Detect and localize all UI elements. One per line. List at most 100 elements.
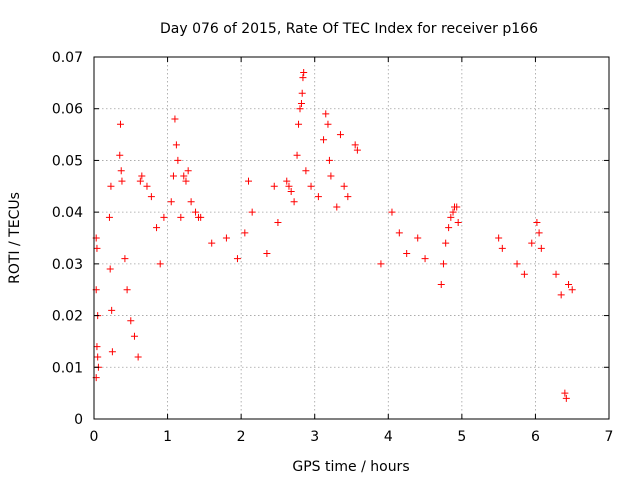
data-point (537, 244, 545, 252)
data-point (298, 89, 306, 97)
data-point (93, 244, 101, 252)
data-point (105, 213, 113, 221)
data-point (118, 177, 126, 185)
data-point (344, 193, 352, 201)
data-point (138, 172, 146, 180)
y-tick-label: 0.03 (52, 257, 83, 273)
data-point (94, 353, 102, 361)
data-point (421, 255, 429, 263)
data-point (568, 286, 576, 294)
data-point (562, 394, 570, 402)
data-point (340, 182, 348, 190)
data-point (233, 255, 241, 263)
data-point (353, 146, 361, 154)
data-point (192, 208, 200, 216)
data-point (167, 198, 175, 206)
x-tick-label: 3 (310, 429, 319, 445)
data-point (171, 115, 179, 123)
data-point (528, 239, 536, 247)
data-point (283, 177, 291, 185)
data-point (177, 213, 185, 221)
x-tick-label: 2 (237, 429, 246, 445)
data-point (241, 229, 249, 237)
data-point (533, 218, 541, 226)
data-point (263, 250, 271, 258)
data-point (197, 213, 205, 221)
data-point (248, 208, 256, 216)
y-tick-label: 0.05 (52, 153, 83, 169)
data-point (327, 172, 335, 180)
data-point (498, 244, 506, 252)
data-point (143, 182, 151, 190)
data-point (307, 182, 315, 190)
data-point (561, 389, 569, 397)
data-point (160, 213, 168, 221)
data-point (520, 270, 528, 278)
data-point (108, 306, 116, 314)
data-point (439, 260, 447, 268)
data-point (130, 332, 138, 340)
data-point (565, 281, 573, 289)
plot-frame (93, 56, 610, 420)
data-point (447, 213, 455, 221)
data-point (147, 193, 155, 201)
y-tick-label: 0.07 (52, 50, 83, 66)
data-point (107, 182, 115, 190)
x-tick-label: 6 (531, 429, 540, 445)
data-point (297, 100, 305, 108)
data-point (208, 239, 216, 247)
data-point (324, 120, 332, 128)
data-point (108, 348, 116, 356)
data-point (302, 167, 310, 175)
data-point (299, 74, 307, 82)
data-point (495, 234, 503, 242)
data-points (92, 69, 576, 402)
data-point (377, 260, 385, 268)
axis-ticks: 0 1 2 3 4 5 6 7 0 0.01 0.02 0.03 0.04 0.05 0.06 0.07 (52, 50, 614, 445)
data-point (557, 291, 565, 299)
data-point (153, 224, 161, 232)
data-point (222, 234, 230, 242)
data-point (314, 193, 322, 201)
y-tick-label: 0.06 (52, 102, 83, 118)
data-point (136, 177, 144, 185)
data-point (442, 239, 450, 247)
data-point (182, 177, 190, 185)
x-tick-label: 4 (384, 429, 393, 445)
data-point (296, 105, 304, 113)
data-point (325, 156, 333, 164)
y-tick-label: 0.01 (52, 360, 83, 376)
x-tick-label: 1 (163, 429, 172, 445)
data-point (295, 120, 303, 128)
data-point (351, 141, 359, 149)
data-point (535, 229, 543, 237)
data-point (513, 260, 521, 268)
data-point (437, 281, 445, 289)
data-point (453, 203, 461, 211)
x-axis-label: GPS time / hours (292, 459, 409, 475)
data-point (245, 177, 252, 185)
data-point (121, 255, 129, 263)
data-point (285, 182, 293, 190)
data-point (403, 250, 411, 258)
data-point (414, 234, 422, 242)
data-point (117, 167, 125, 175)
grid-lines (94, 57, 609, 419)
y-tick-label: 0 (74, 412, 83, 428)
data-point (172, 141, 180, 149)
data-point (287, 187, 295, 195)
x-tick-label: 7 (605, 429, 614, 445)
data-point (187, 198, 195, 206)
data-point (290, 198, 298, 206)
data-point (336, 131, 344, 139)
data-point (184, 167, 192, 175)
data-point (156, 260, 164, 268)
data-point (174, 156, 182, 164)
data-point (123, 286, 131, 294)
data-point (293, 151, 301, 159)
x-tick-label: 0 (90, 429, 99, 445)
data-point (322, 110, 330, 118)
data-point (320, 136, 328, 144)
data-point (116, 151, 124, 159)
data-point (274, 218, 282, 226)
